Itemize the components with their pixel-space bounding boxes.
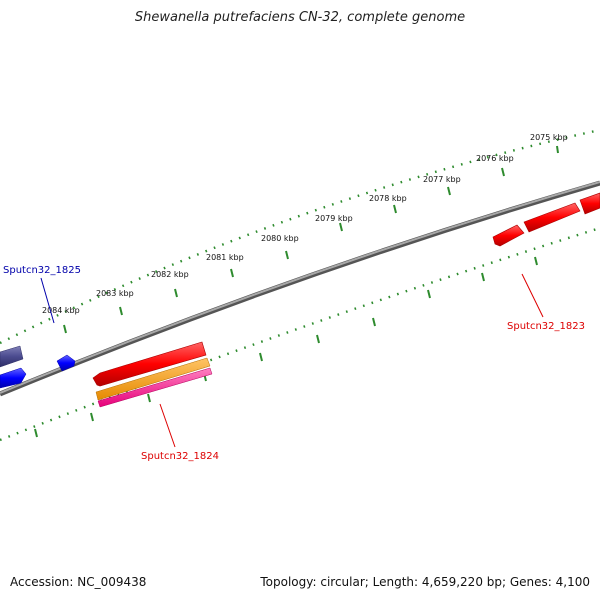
- tick-2080: 2080 kbp: [261, 234, 299, 260]
- tick-label-2079: 2079 kbp: [315, 214, 353, 223]
- tick-2084: 2084 kbp: [42, 306, 80, 334]
- red-gene-arrow-1824: [92, 341, 207, 387]
- gene-label-1824: Sputcn32_1824: [141, 451, 219, 462]
- tick-label-2078: 2078 kbp: [369, 194, 407, 203]
- tick-label-2081: 2081 kbp: [206, 253, 244, 262]
- tick-label-2077: 2077 kbp: [423, 175, 461, 184]
- gene-1824-features: [92, 341, 213, 408]
- tick-label-2076: 2076 kbp: [476, 154, 514, 163]
- red-gene-arrow-1821: [579, 192, 600, 215]
- tick-2082: 2082 kbp: [151, 270, 189, 298]
- gene-label-group-1823: Sputcn32_1823: [507, 273, 585, 332]
- navy-gene-arrow: [0, 345, 24, 368]
- genome-backbone: [0, 180, 600, 397]
- tick-2078: 2078 kbp: [369, 194, 407, 214]
- gene-label-1825: Sputcn32_1825: [3, 265, 81, 276]
- red-gene-arrow-1822: [523, 202, 581, 233]
- tick-label-2082: 2082 kbp: [151, 270, 189, 279]
- map-title: Shewanella putrefaciens CN-32, complete …: [134, 10, 466, 25]
- gene-label-group-1824: Sputcn32_1824: [141, 403, 219, 462]
- inner-ring-major-ticks: [34, 256, 538, 438]
- tick-2083: 2083 kbp: [96, 289, 134, 316]
- tick-label-2075: 2075 kbp: [530, 133, 568, 142]
- gene-1823-features: [492, 192, 600, 247]
- tick-label-2080: 2080 kbp: [261, 234, 299, 243]
- gene-1825-features: [0, 345, 76, 389]
- tick-2079: 2079 kbp: [315, 214, 353, 232]
- gene-label-group-1825: Sputcn32_1825: [3, 265, 81, 324]
- blue-gene-arrow-small: [56, 354, 76, 372]
- tick-2076: 2076 kbp: [476, 154, 514, 177]
- tick-label-2083: 2083 kbp: [96, 289, 134, 298]
- tick-2077: 2077 kbp: [423, 175, 461, 196]
- orange-feature-bar: [95, 357, 211, 401]
- inner-tick-ring: [0, 226, 600, 442]
- genome-summary-text: Topology: circular; Length: 4,659,220 bp…: [260, 575, 590, 589]
- accession-text: Accession: NC_009438: [10, 575, 147, 589]
- tick-label-2084: 2084 kbp: [42, 306, 80, 315]
- blue-gene-arrow-left: [0, 367, 27, 389]
- genome-backbone-highlight: [0, 181, 600, 394]
- red-gene-arrow-1823: [492, 224, 525, 247]
- pink-feature-bar: [97, 367, 213, 408]
- tick-2075: 2075 kbp: [530, 133, 568, 154]
- tick-2081: 2081 kbp: [206, 253, 244, 278]
- gene-label-1823: Sputcn32_1823: [507, 321, 585, 332]
